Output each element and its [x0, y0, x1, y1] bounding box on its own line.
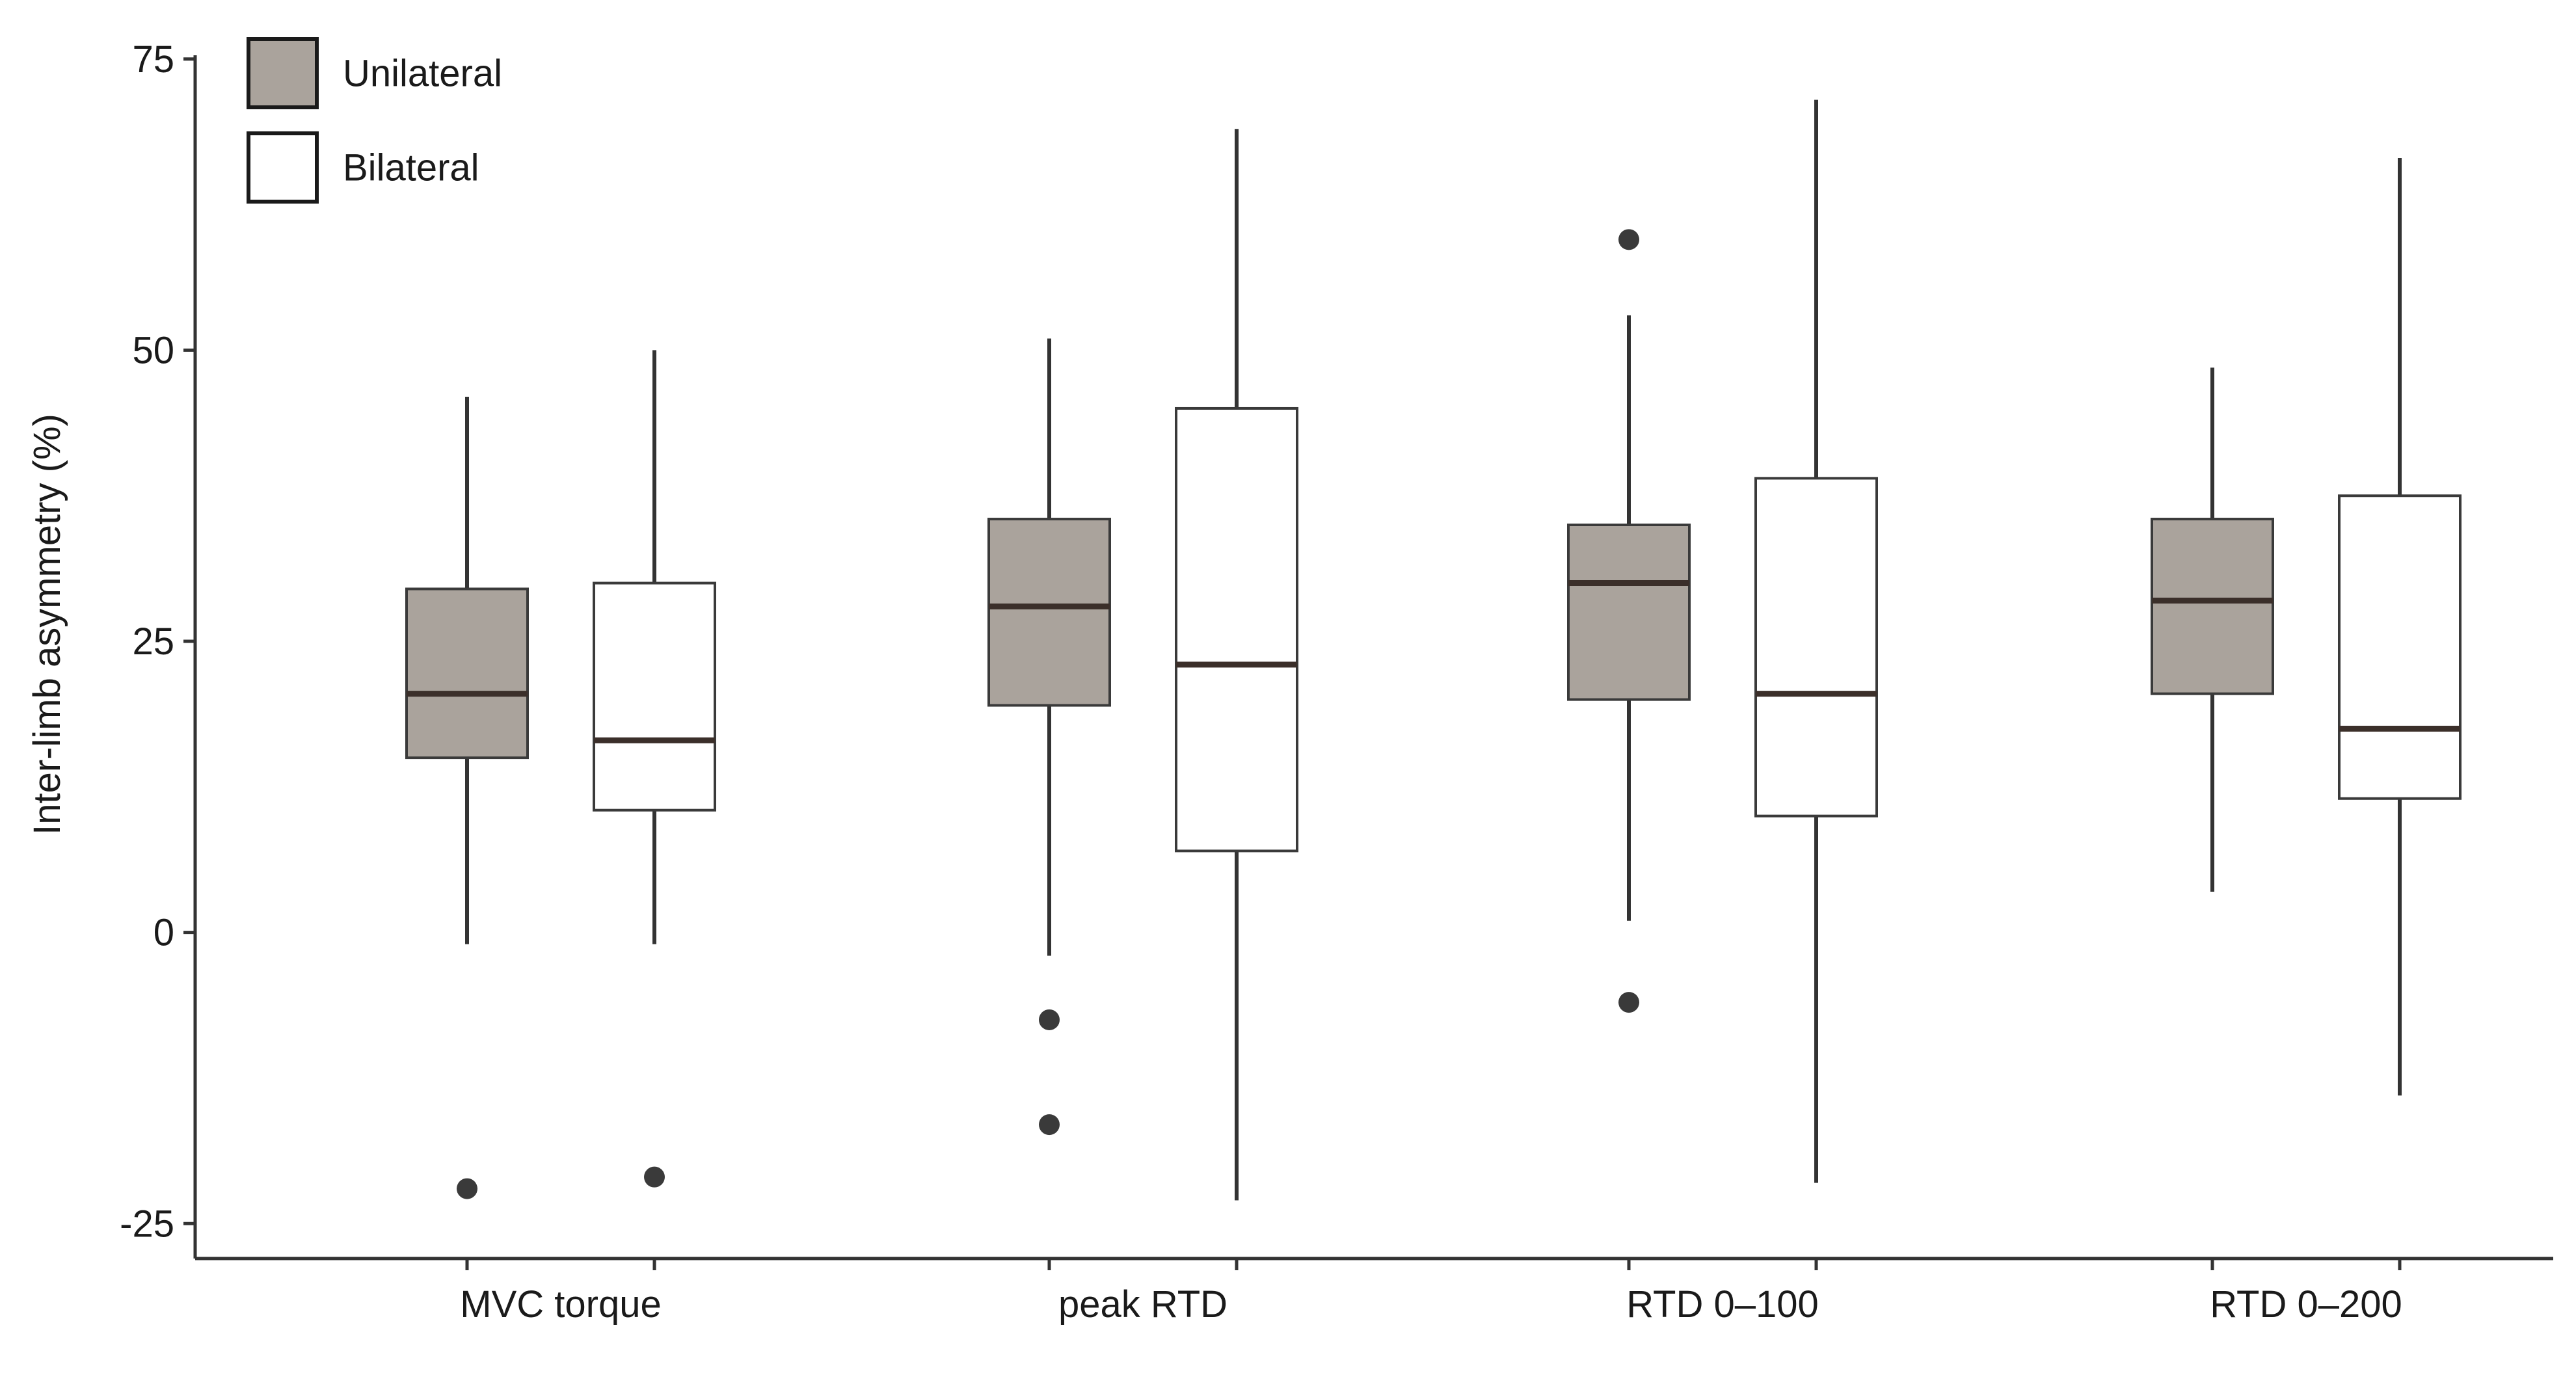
outlier-point [457, 1178, 477, 1199]
legend-label-bilateral: Bilateral [343, 147, 479, 189]
y-tick-label: 0 [154, 912, 174, 954]
x-category-label: peak RTD [1058, 1283, 1228, 1326]
box-iqr [987, 518, 1111, 707]
x-category-label: RTD 0–100 [1626, 1283, 1819, 1326]
box-iqr [1567, 524, 1691, 701]
outlier-point [1618, 229, 1639, 250]
box-bilateral-1 [593, 350, 716, 1188]
box-bilateral-4 [2338, 158, 2462, 1096]
outlier-point [644, 1166, 665, 1188]
y-tick-label: 50 [132, 329, 174, 371]
y-tick-label: 75 [132, 38, 174, 81]
box-unilateral-2 [987, 338, 1111, 1136]
x-category-label: MVC torque [460, 1283, 661, 1326]
box-unilateral-3 [1567, 229, 1691, 1013]
outlier-point [1039, 1009, 1060, 1030]
x-category-label: RTD 0–200 [2210, 1283, 2402, 1326]
y-tick-label: -25 [120, 1203, 174, 1245]
box-bilateral-3 [1754, 100, 1878, 1183]
y-tick-label: 25 [132, 620, 174, 663]
box-iqr [593, 581, 716, 812]
legend-swatch-unilateral [247, 37, 319, 109]
box-bilateral-2 [1175, 129, 1298, 1201]
legend-label-unilateral: Unilateral [343, 53, 502, 95]
y-axis-title: Inter-limb asymmetry (%) [26, 414, 68, 835]
box-unilateral-4 [2151, 367, 2274, 892]
box-iqr [405, 587, 529, 760]
legend-swatch-bilateral [247, 131, 319, 204]
outlier-point [1039, 1114, 1060, 1136]
box-iqr [2151, 518, 2274, 695]
box-iqr [2338, 494, 2462, 800]
box-iqr [1175, 407, 1298, 853]
outlier-point [1618, 992, 1639, 1013]
box-iqr [1754, 477, 1878, 818]
box-unilateral-1 [405, 397, 529, 1199]
